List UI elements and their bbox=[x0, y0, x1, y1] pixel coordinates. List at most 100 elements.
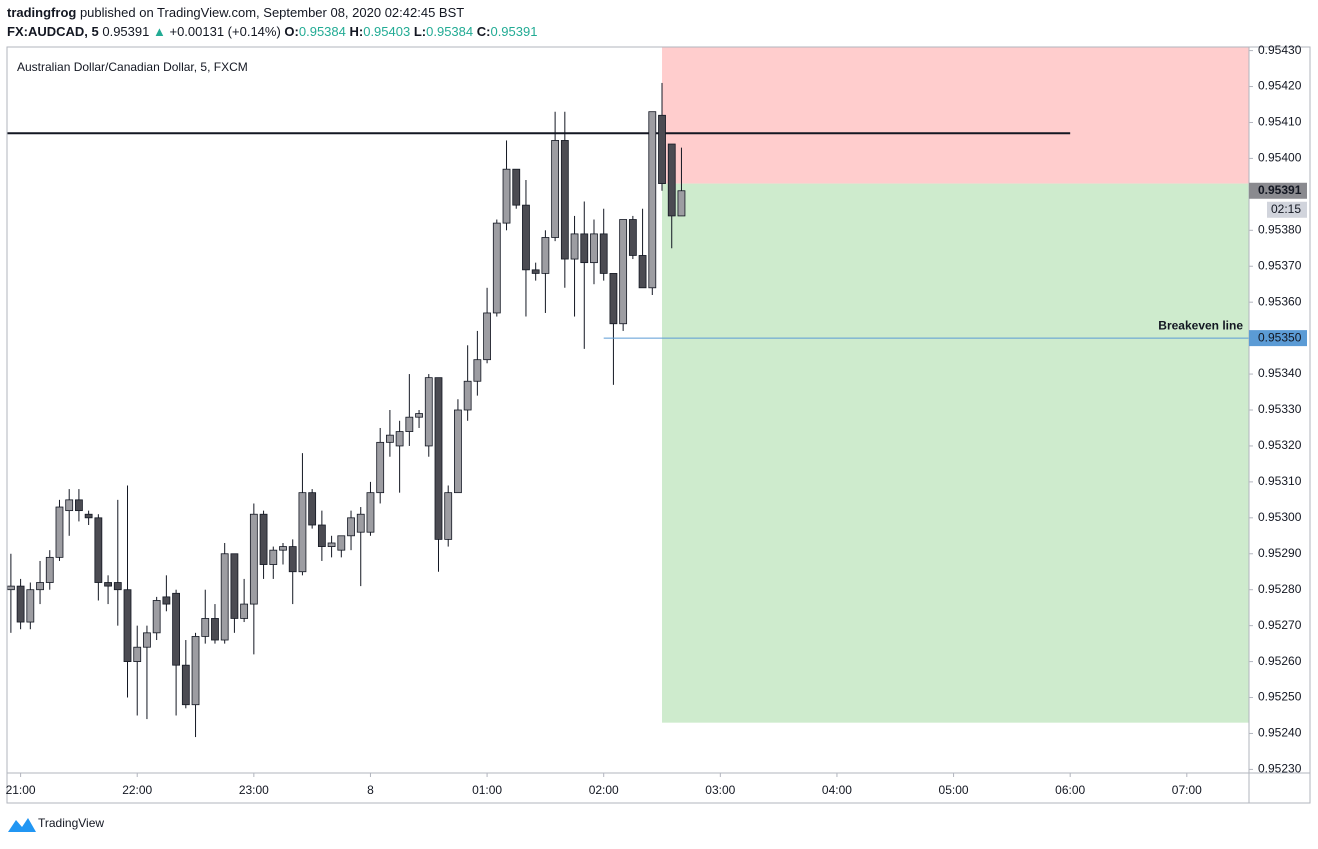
x-tick-label: 02:00 bbox=[589, 783, 619, 797]
author: tradingfrog bbox=[7, 5, 76, 20]
candle-body bbox=[249, 513, 258, 605]
y-tick-label: 0.95360 bbox=[1258, 294, 1302, 308]
o-label: O: bbox=[284, 24, 298, 39]
candle-body bbox=[444, 492, 453, 540]
candle-body bbox=[366, 492, 375, 533]
last-price-box bbox=[1249, 182, 1307, 199]
candle-body bbox=[191, 636, 200, 706]
candle-body bbox=[269, 549, 278, 565]
target-zone bbox=[662, 183, 1249, 723]
last-price: 0.95391 bbox=[1258, 183, 1302, 197]
candle-body bbox=[677, 190, 686, 217]
x-tick-label: 07:00 bbox=[1172, 783, 1202, 797]
candle-body bbox=[240, 603, 249, 619]
change: +0.00131 (+0.14%) bbox=[169, 24, 280, 39]
candle-body bbox=[609, 273, 618, 325]
candle-body bbox=[45, 556, 54, 583]
x-tick-label: 05:00 bbox=[939, 783, 969, 797]
c-label: C: bbox=[477, 24, 491, 39]
candle-body bbox=[317, 524, 326, 547]
candle-body bbox=[619, 219, 628, 325]
candle-body bbox=[492, 222, 501, 314]
up-arrow: ▲ bbox=[153, 24, 166, 39]
l-value: 0.95384 bbox=[426, 24, 473, 39]
breakeven-price-box bbox=[1249, 330, 1307, 347]
breakeven-label: Breakeven line bbox=[1158, 318, 1243, 332]
ohlc-line: FX:AUDCAD, 5 0.95391 ▲ +0.00131 (+0.14%)… bbox=[7, 24, 537, 39]
y-tick-label: 0.95250 bbox=[1258, 690, 1302, 704]
candle-body bbox=[113, 582, 122, 591]
candle-body bbox=[405, 416, 414, 432]
y-tick-label: 0.95420 bbox=[1258, 79, 1302, 93]
y-tick-label: 0.95380 bbox=[1258, 222, 1302, 236]
candle-body bbox=[143, 632, 151, 648]
candle-body bbox=[522, 204, 530, 271]
candle-body bbox=[94, 517, 103, 583]
candle-body bbox=[415, 413, 423, 418]
candle-body bbox=[638, 255, 647, 289]
frame bbox=[6, 46, 1311, 804]
x-tick-label: 03:00 bbox=[705, 783, 735, 797]
candle-body bbox=[424, 377, 433, 447]
o-value: 0.95384 bbox=[299, 24, 346, 39]
y-tick-label: 0.95270 bbox=[1258, 618, 1302, 632]
x-tick-label: 06:00 bbox=[1055, 783, 1085, 797]
candle-body bbox=[259, 513, 268, 565]
stop-zone bbox=[662, 47, 1249, 184]
candle-body bbox=[483, 312, 491, 361]
candle-body bbox=[667, 143, 676, 217]
candle-body bbox=[75, 499, 83, 512]
candle-body bbox=[162, 596, 171, 605]
candle-body bbox=[230, 553, 239, 619]
candle-body bbox=[327, 542, 336, 547]
header-line: tradingfrog published on TradingView.com… bbox=[7, 5, 464, 20]
candle-body bbox=[65, 499, 74, 512]
plot bbox=[7, 47, 1249, 738]
symbol: FX:AUDCAD, 5 bbox=[7, 24, 99, 39]
breakeven-price: 0.95350 bbox=[1258, 330, 1302, 344]
candle-body bbox=[434, 377, 443, 540]
x-tick-label: 22:00 bbox=[122, 783, 152, 797]
candle-body bbox=[347, 517, 355, 537]
h-value: 0.95403 bbox=[363, 24, 410, 39]
candle-body bbox=[211, 618, 219, 641]
published: published on TradingView.com, September … bbox=[80, 5, 464, 20]
y-tick-label: 0.95320 bbox=[1258, 438, 1302, 452]
candle-body bbox=[152, 600, 161, 634]
candle-body bbox=[298, 492, 307, 573]
candle-body bbox=[133, 646, 142, 662]
y-tick-label: 0.95230 bbox=[1258, 762, 1302, 776]
y-tick-label: 0.95300 bbox=[1258, 510, 1302, 524]
candle-body bbox=[356, 513, 365, 533]
candle-body bbox=[172, 592, 180, 666]
y-tick-label: 0.95330 bbox=[1258, 402, 1302, 416]
x-tick-label: 21:00 bbox=[6, 783, 36, 797]
candle-body bbox=[628, 219, 637, 256]
y-tick-label: 0.95410 bbox=[1258, 115, 1302, 129]
candle-body bbox=[502, 168, 511, 224]
candle-body bbox=[55, 506, 64, 558]
candle-body bbox=[84, 513, 93, 519]
candle-body bbox=[288, 546, 297, 573]
candle-body bbox=[395, 431, 404, 447]
candle-body bbox=[386, 434, 394, 443]
y-tick-label: 0.95430 bbox=[1258, 43, 1302, 57]
logo bbox=[8, 818, 36, 832]
candle-body bbox=[337, 535, 346, 551]
candle-body bbox=[599, 233, 608, 274]
candle-body bbox=[26, 589, 35, 623]
brand: TradingView bbox=[38, 816, 104, 830]
candle-body bbox=[308, 492, 317, 526]
x-tick-label: 04:00 bbox=[822, 783, 852, 797]
price: 0.95391 bbox=[102, 24, 149, 39]
candle-body bbox=[580, 233, 589, 264]
y-tick-label: 0.95370 bbox=[1258, 258, 1302, 272]
y-tick-label: 0.95260 bbox=[1258, 654, 1302, 668]
y-tick-label: 0.95290 bbox=[1258, 546, 1302, 560]
candle-body bbox=[531, 269, 540, 274]
candle-body bbox=[473, 359, 482, 382]
candle-body bbox=[7, 585, 15, 591]
l-label: L: bbox=[414, 24, 426, 39]
candle-body bbox=[376, 441, 385, 494]
